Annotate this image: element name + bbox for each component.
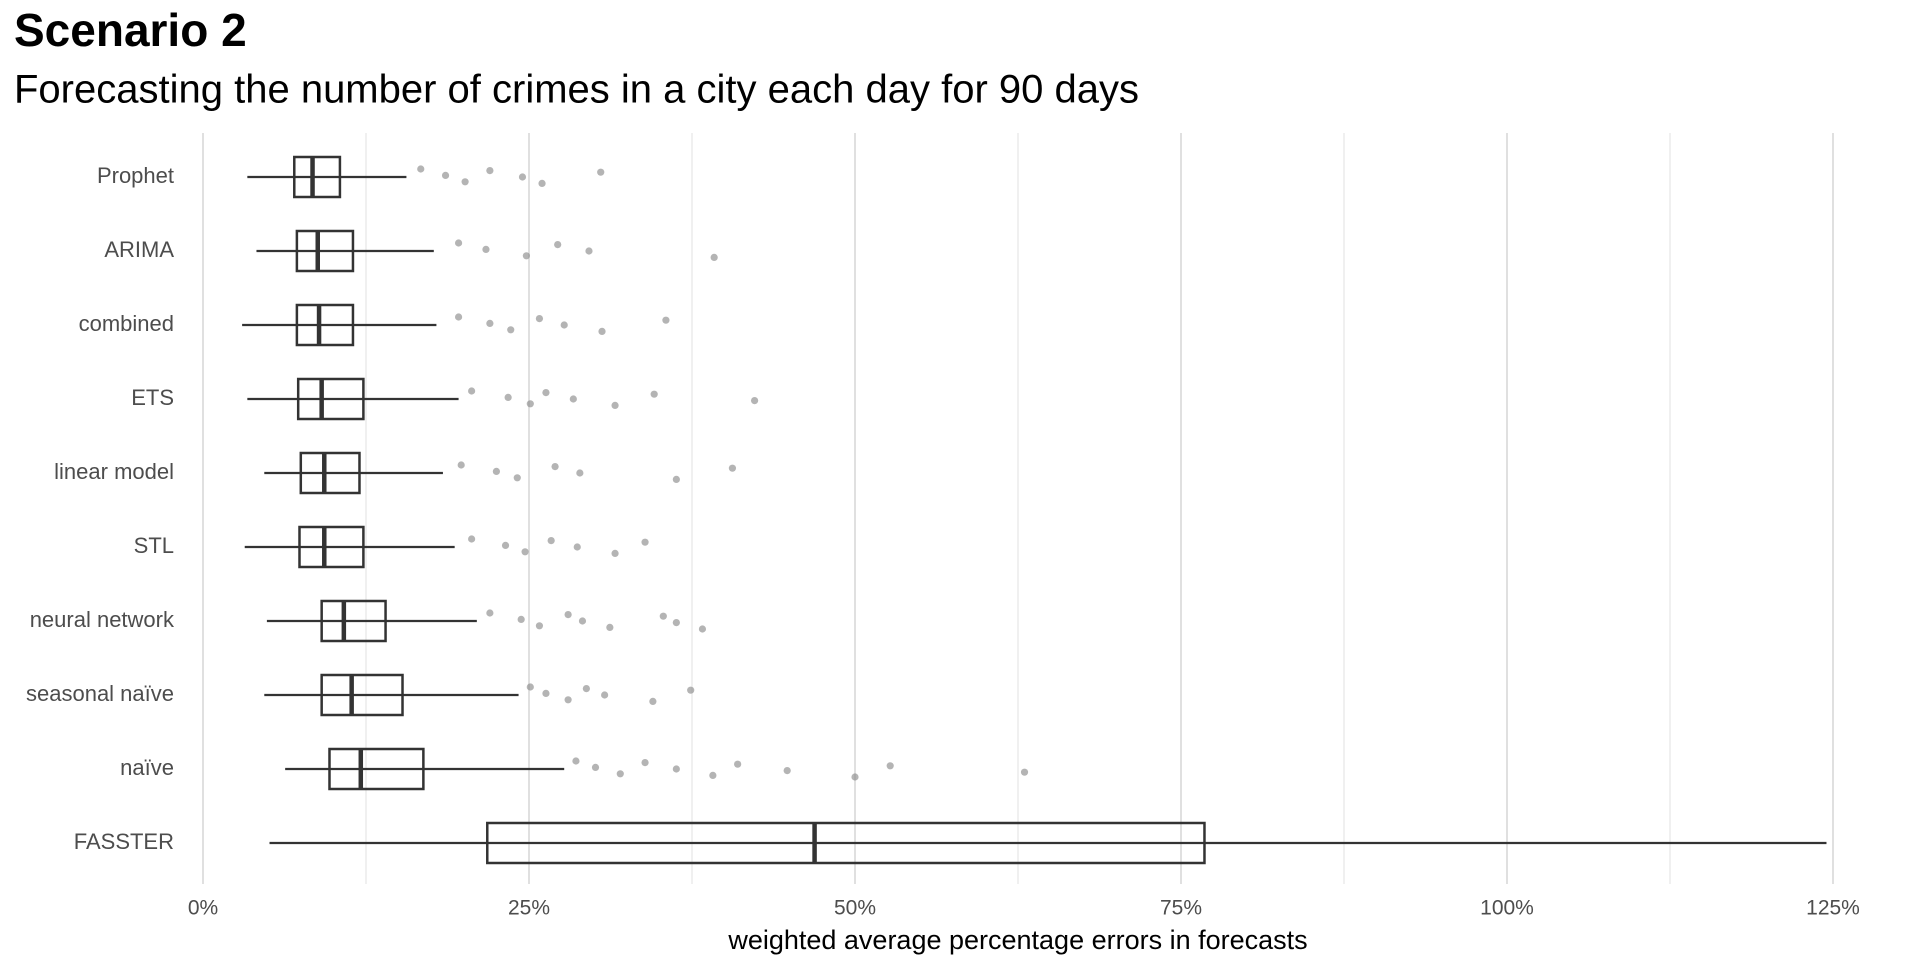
outlier-point <box>542 389 550 397</box>
outlier-point <box>576 469 584 477</box>
category-label: FASSTER <box>74 829 174 854</box>
outlier-point <box>492 467 500 475</box>
outlier-point <box>672 619 680 627</box>
x-tick-label: 25% <box>508 897 550 920</box>
box <box>486 821 1206 865</box>
outlier-point <box>597 168 605 176</box>
outlier-point <box>551 463 559 471</box>
chart-title: Scenario 2 <box>14 4 247 56</box>
outlier-point <box>513 474 521 482</box>
outlier-point <box>1020 768 1029 776</box>
outlier-point <box>734 760 742 768</box>
outlier-point <box>591 763 600 772</box>
outlier-point <box>417 165 425 173</box>
outlier-point <box>538 179 546 187</box>
x-tick-label: 50% <box>834 897 876 920</box>
category-label: linear model <box>54 459 174 484</box>
box <box>295 303 355 347</box>
outlier-point <box>457 461 465 469</box>
outlier-point <box>560 321 568 329</box>
category-label: ARIMA <box>104 237 174 262</box>
outlier-point <box>486 609 494 617</box>
outlier-point <box>486 167 494 175</box>
outlier-point <box>572 757 580 765</box>
box <box>328 747 425 791</box>
box <box>293 155 342 199</box>
outlier-point <box>521 548 529 556</box>
category-label: neural network <box>30 607 175 632</box>
outlier-point <box>507 326 515 334</box>
outlier-point <box>454 239 463 247</box>
x-tick-label: 75% <box>1160 897 1202 920</box>
outlier-point <box>601 691 609 699</box>
outlier-point <box>564 611 572 619</box>
outlier-point <box>611 549 619 558</box>
outlier-point <box>482 245 490 253</box>
outlier-point <box>886 762 894 770</box>
box <box>295 229 355 273</box>
outlier-point <box>554 241 562 249</box>
outlier-point <box>535 622 544 630</box>
outlier-point <box>659 612 667 620</box>
outlier-point <box>598 327 606 335</box>
x-tick-label: 125% <box>1806 897 1860 920</box>
outlier-point <box>709 771 717 780</box>
outlier-point <box>662 316 670 324</box>
outlier-point <box>526 683 534 691</box>
outlier-point <box>535 315 544 323</box>
x-tick-label: 0% <box>188 897 218 920</box>
outlier-point <box>569 395 577 403</box>
outlier-point <box>641 759 649 767</box>
category-label: combined <box>79 311 174 336</box>
outlier-point <box>468 535 476 543</box>
outlier-point <box>650 390 658 398</box>
outlier-point <box>585 247 593 255</box>
outlier-point <box>526 400 534 408</box>
outlier-point <box>641 538 649 546</box>
outlier-point <box>687 686 695 694</box>
outlier-point <box>606 623 614 632</box>
box <box>296 377 365 421</box>
category-label: seasonal naïve <box>26 681 174 706</box>
outlier-point <box>461 178 469 186</box>
category-label: ETS <box>131 385 174 410</box>
x-axis-title: weighted average percentage errors in fo… <box>727 925 1307 955</box>
outlier-point <box>611 401 619 409</box>
x-tick-label: 100% <box>1480 897 1534 920</box>
outlier-point <box>672 475 680 483</box>
outlier-point <box>441 171 450 179</box>
outlier-point <box>750 397 759 405</box>
category-label: STL <box>134 533 174 558</box>
outlier-point <box>504 393 512 401</box>
outlier-point <box>698 625 707 633</box>
category-label: Prophet <box>97 163 174 188</box>
box <box>320 599 387 643</box>
outlier-point <box>518 173 527 181</box>
chart-subtitle: Forecasting the number of crimes in a ci… <box>14 68 1139 112</box>
outlier-point <box>501 541 510 550</box>
outlier-point <box>564 696 572 704</box>
outlier-point <box>710 253 718 261</box>
outlier-point <box>547 537 555 545</box>
outlier-point <box>454 313 463 321</box>
outlier-point <box>582 685 590 693</box>
box <box>299 451 361 495</box>
outlier-point <box>522 252 530 260</box>
outlier-point <box>783 767 791 775</box>
outlier-point <box>649 697 657 706</box>
outlier-point <box>578 617 587 625</box>
outlier-point <box>672 765 680 773</box>
outlier-point <box>851 773 859 781</box>
outlier-point <box>616 770 624 778</box>
outlier-point <box>468 387 476 395</box>
outlier-point <box>542 689 550 698</box>
outlier-point <box>728 464 737 472</box>
outlier-point <box>573 543 581 551</box>
category-label: naïve <box>120 755 174 780</box>
outlier-point <box>486 319 494 327</box>
box <box>320 673 404 717</box>
box <box>298 525 365 569</box>
outlier-point <box>517 615 525 624</box>
